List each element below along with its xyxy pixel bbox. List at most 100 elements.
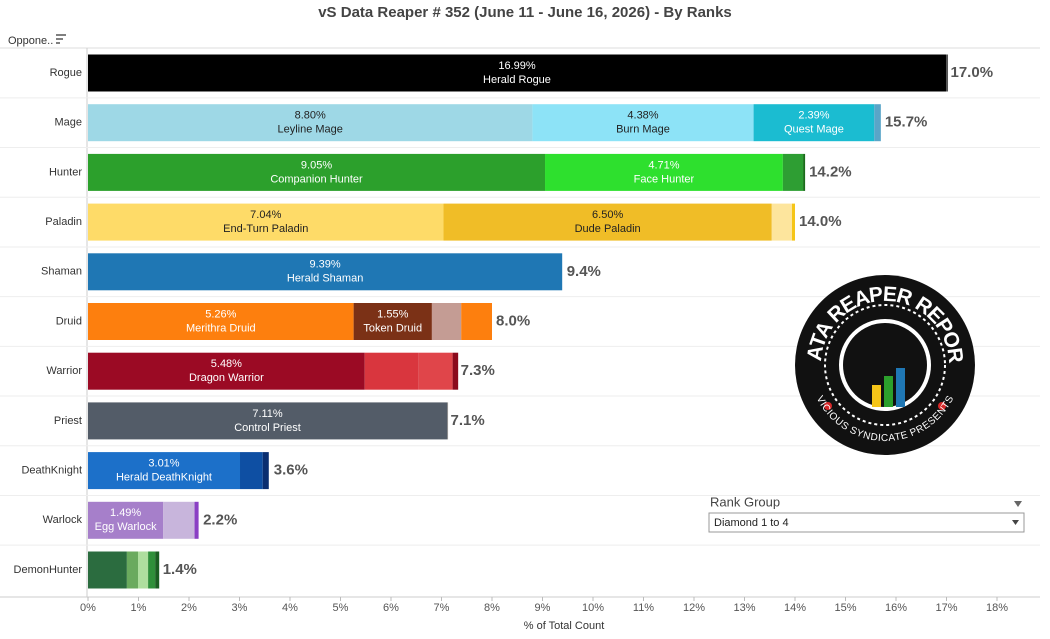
x-tick-label: 13%: [733, 602, 755, 614]
y-tick-label: Hunter: [49, 166, 82, 178]
bar-segment: [88, 402, 448, 440]
total-label: 1.4%: [163, 561, 197, 578]
x-tick-label: 12%: [683, 602, 705, 614]
x-tick-label: 5%: [333, 602, 349, 614]
x-tick-label: 6%: [383, 602, 399, 614]
bar-segment: [452, 352, 459, 390]
bar-segment: [163, 501, 195, 539]
segment-name-label: Herald DeathKnight: [116, 472, 212, 484]
segment-name-label: Burn Mage: [616, 124, 670, 136]
segment-value-label: 5.48%: [211, 358, 242, 370]
segment-value-label: 1.49%: [110, 507, 141, 519]
segment-name-label: Token Druid: [363, 322, 422, 334]
segment-value-label: 1.55%: [377, 308, 408, 320]
x-tick-label: 4%: [282, 602, 298, 614]
segment-value-label: 9.05%: [301, 159, 332, 171]
segment-name-label: Quest Mage: [784, 124, 844, 136]
segment-name-label: Dude Paladin: [575, 223, 641, 235]
bar-segment: [88, 203, 444, 241]
total-label: 17.0%: [951, 64, 994, 81]
bar-segment: [148, 551, 156, 589]
segment-name-label: Face Hunter: [634, 173, 695, 185]
total-label: 8.0%: [496, 312, 530, 329]
y-tick-label: Priest: [54, 415, 82, 427]
bar-segment: [753, 104, 875, 142]
y-tick-label: Rogue: [50, 67, 82, 79]
filter-menu-icon[interactable]: [1014, 501, 1022, 507]
segment-value-label: 8.80%: [295, 110, 326, 122]
x-tick-label: 10%: [582, 602, 604, 614]
segment-name-label: Control Priest: [234, 422, 301, 434]
y-tick-label: DeathKnight: [21, 465, 82, 477]
segment-name-label: Leyline Mage: [277, 124, 342, 136]
bar-segment: [88, 452, 241, 490]
y-tick-label: DemonHunter: [14, 564, 83, 576]
bar-segment: [945, 54, 949, 92]
bar-segment: [874, 104, 881, 142]
segment-value-label: 6.50%: [592, 209, 623, 221]
bar-segment: [418, 352, 453, 390]
bar-segment: [240, 452, 263, 490]
y-tick-label: Paladin: [45, 216, 82, 228]
bar-segment: [803, 153, 806, 191]
segment-value-label: 16.99%: [498, 60, 536, 72]
x-tick-label: 2%: [181, 602, 197, 614]
bar-segment: [88, 153, 546, 191]
total-label: 7.3%: [461, 362, 495, 379]
bar-segment: [447, 402, 449, 440]
bar-segment: [88, 54, 946, 92]
x-tick-label: 7%: [434, 602, 450, 614]
chart-title: vS Data Reaper # 352 (June 11 - June 16,…: [318, 4, 732, 21]
segment-value-label: 5.26%: [205, 308, 236, 320]
segment-value-label: 4.38%: [627, 110, 658, 122]
bar-segment: [88, 253, 563, 291]
total-label: 2.2%: [203, 511, 237, 528]
bar-segment: [353, 303, 432, 340]
x-tick-label: 16%: [885, 602, 907, 614]
segment-value-label: 9.39%: [309, 259, 340, 271]
bar-segment: [155, 551, 160, 589]
x-tick-label: 15%: [834, 602, 856, 614]
bar-segment: [791, 203, 795, 241]
segment-value-label: 3.01%: [148, 458, 179, 470]
plot: 0% 1% 2% 3% 4% 5% 6% 7% 8% 9% 10% 11% 12% 13% 14% 15% 16…: [0, 54, 1040, 614]
x-tick-label: 3%: [232, 602, 248, 614]
filter-selected[interactable]: Diamond 1 to 4: [714, 517, 789, 529]
x-tick-label: 14%: [784, 602, 806, 614]
x-tick-label: 8%: [484, 602, 500, 614]
x-axis-title: % of Total Count: [524, 620, 605, 632]
total-label: 14.0%: [799, 213, 842, 230]
total-label: 3.6%: [274, 462, 308, 479]
filter-label: Rank Group: [710, 494, 780, 509]
bar-segment: [262, 452, 269, 490]
x-tick-label: 17%: [935, 602, 957, 614]
x-tick-label: 18%: [986, 602, 1008, 614]
segment-value-label: 2.39%: [798, 110, 829, 122]
total-label: 9.4%: [567, 263, 601, 280]
segment-value-label: 7.04%: [250, 209, 281, 221]
bar-segment: [137, 551, 149, 589]
y-tick-label: Mage: [54, 117, 82, 129]
segment-name-label: Egg Warlock: [95, 521, 157, 533]
dropdown-arrow[interactable]: [1012, 520, 1019, 525]
sort-icon[interactable]: [56, 34, 66, 44]
segment-name-label: Companion Hunter: [270, 173, 363, 185]
segment-name-label: Herald Shaman: [287, 273, 363, 285]
segment-name-label: Dragon Warrior: [189, 372, 264, 384]
y-tick-label: Warrior: [46, 365, 82, 377]
bar-segment: [88, 352, 365, 390]
bar-segment: [782, 153, 804, 191]
bar-segment: [364, 352, 419, 390]
y-tick-label: Shaman: [41, 266, 82, 278]
bar-segment: [771, 203, 792, 241]
bar-segment: [443, 203, 772, 241]
bar-segment: [126, 551, 138, 589]
total-label: 14.2%: [809, 163, 852, 180]
row-header[interactable]: Oppone..: [8, 35, 53, 47]
segment-name-label: Herald Rogue: [483, 74, 551, 86]
bar-segment: [88, 551, 127, 589]
bar-segment: [194, 501, 199, 539]
y-tick-label: Warlock: [43, 514, 83, 526]
filter-dropdown[interactable]: [708, 512, 1025, 533]
